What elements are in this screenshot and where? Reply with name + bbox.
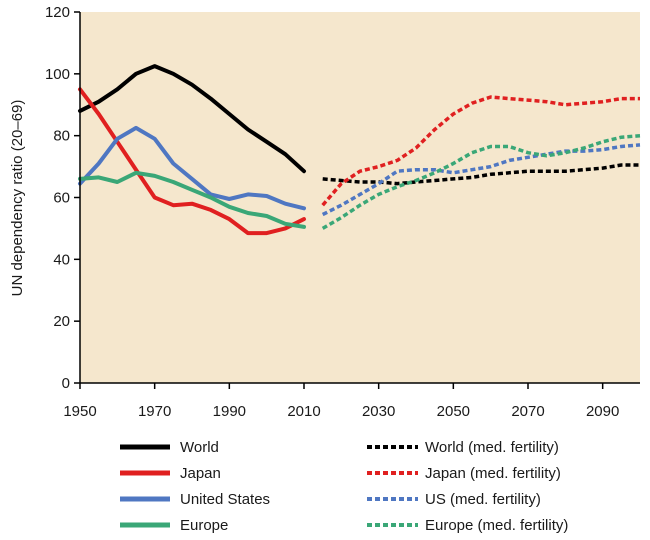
y-tick-label: 0 xyxy=(62,375,70,392)
x-tick-label: 1970 xyxy=(138,403,171,420)
x-tick-label: 2010 xyxy=(287,403,320,420)
x-ticks: 1950 1970 1990 2010 2030 2050 2070 2090 xyxy=(63,383,619,420)
x-tick-label: 1950 xyxy=(63,403,96,420)
legend-label: Europe xyxy=(180,517,228,534)
y-tick-label: 80 xyxy=(53,128,70,145)
x-tick-label: 2070 xyxy=(511,403,544,420)
series-line-us-med-fertility xyxy=(321,143,641,217)
y-tick-label: 20 xyxy=(53,313,70,330)
x-tick-label: 2030 xyxy=(362,403,395,420)
y-tick-label: 100 xyxy=(45,66,70,83)
y-tick-label: 40 xyxy=(53,251,70,268)
series-line-europe xyxy=(78,170,306,229)
series-line-united-states xyxy=(78,125,306,211)
legend-label: Japan (med. fertility) xyxy=(425,465,561,482)
series-line-europe-med-fertility xyxy=(321,133,641,230)
series-layer xyxy=(78,64,641,236)
legend-label: US (med. fertility) xyxy=(425,491,541,508)
series-line-japan-med-fertility xyxy=(321,95,640,207)
plot-background xyxy=(80,12,640,383)
legend-label: World xyxy=(180,439,219,456)
y-tick-label: 60 xyxy=(53,190,70,207)
legend-label: United States xyxy=(180,491,270,508)
series-line-world-med-fertility xyxy=(322,163,640,186)
series-line-world xyxy=(78,64,306,174)
legend-label: World (med. fertility) xyxy=(425,439,559,456)
y-tick-label: 120 xyxy=(45,4,70,21)
x-tick-label: 2090 xyxy=(586,403,619,420)
x-tick-label: 1990 xyxy=(213,403,246,420)
y-ticks: 0 20 40 60 80 100 120 xyxy=(45,4,80,392)
legend-label: Japan xyxy=(180,465,221,482)
y-axis-label: UN dependency ratio (20–69) xyxy=(9,100,26,297)
x-tick-label: 2050 xyxy=(437,403,470,420)
legend-label: Europe (med. fertility) xyxy=(425,517,568,534)
legend: World Japan United States Europe World (med.… xyxy=(120,439,568,534)
